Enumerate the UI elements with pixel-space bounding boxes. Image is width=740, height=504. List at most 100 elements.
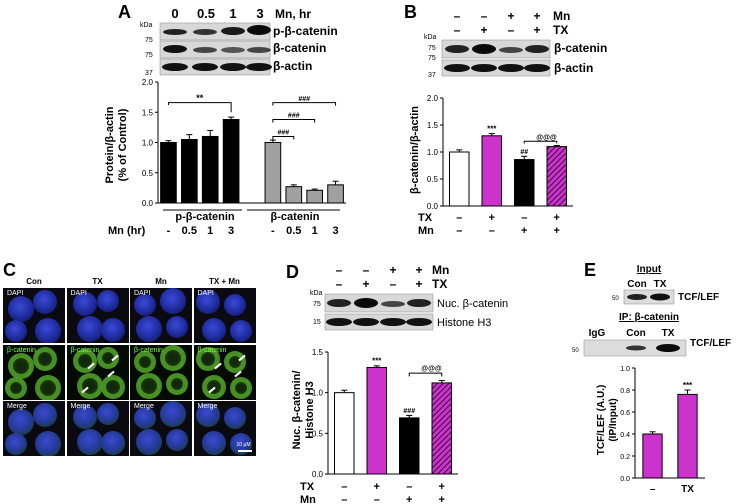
e-input-title: Input <box>637 264 662 275</box>
kda-a-1: 75 <box>145 37 153 44</box>
kda-a-2: 75 <box>145 52 153 59</box>
micrograph-channel-label: DAPI <box>197 290 214 297</box>
y-tick-label: 0.0 <box>142 199 154 208</box>
cell <box>96 403 119 425</box>
micrograph-channel-label: β-catenin <box>134 346 163 354</box>
micrograph-channel-label: Merge <box>197 403 218 410</box>
d-bottom-tx-sign: + <box>374 481 380 493</box>
bar <box>285 186 303 204</box>
micrograph: DAPI <box>193 288 256 343</box>
y-tick-label: 1.0 <box>312 389 324 398</box>
cell <box>134 407 156 429</box>
bar <box>514 159 535 207</box>
d-bottom-mn-sign: – <box>374 494 380 504</box>
group-label-a-1: p-β-catenin <box>175 211 235 223</box>
micrograph: DAPI <box>130 288 192 343</box>
bar <box>449 151 470 207</box>
e-x-label: TX <box>681 484 694 495</box>
cell <box>229 433 252 455</box>
y-tick-label: 0.5 <box>312 429 324 438</box>
sig-label: ### <box>403 408 415 415</box>
cell <box>136 372 162 399</box>
cell <box>100 431 125 455</box>
b-mn-sign: + <box>533 9 540 23</box>
micrograph: β-catenin <box>193 344 256 400</box>
cell <box>136 429 162 455</box>
cell <box>76 429 103 455</box>
y-tick-label: 1.0 <box>620 366 630 373</box>
panel-letter-b: B <box>404 2 417 22</box>
blot-label-d-2: Histone H3 <box>437 317 491 329</box>
time-3: 3 <box>256 6 263 21</box>
b-bottom-tx-sign: – <box>521 212 527 224</box>
panel-letter-a: A <box>118 2 131 22</box>
chart-e: 0.0 0.2 0.4 0.6 0.8 1.0 *** – TX <box>620 366 705 495</box>
d-bottom-mn-sign: + <box>406 494 412 504</box>
bar <box>399 417 420 475</box>
sig-label: ### <box>288 113 300 120</box>
bar <box>481 135 502 207</box>
bar <box>677 393 698 479</box>
cell <box>134 350 156 373</box>
e-x-label: – <box>650 484 656 495</box>
y-tick-label: 0.0 <box>620 476 630 483</box>
b-bottom-tx-label: TX <box>418 212 433 224</box>
micrograph-channel-label: Merge <box>70 403 91 410</box>
micrograph: β-catenin <box>130 344 192 400</box>
y-tick-label: 2.0 <box>142 78 154 87</box>
e-ip-lane-3: TX <box>662 328 675 339</box>
y-tick-label: 1.0 <box>427 148 439 157</box>
bar <box>160 142 177 204</box>
sig-bracket <box>523 140 558 144</box>
cell <box>76 316 103 342</box>
blot-label-d-1: Nuc. β-catenin <box>437 298 508 310</box>
time-0: 0 <box>171 6 178 21</box>
b-mn-sign: – <box>481 9 488 23</box>
sig-label: ** <box>196 93 204 103</box>
x-row-value: 3 <box>332 225 338 237</box>
scale-bar-label: 10 μM <box>236 442 251 448</box>
cell <box>33 403 57 427</box>
d-bottom-mn-label: Mn <box>300 494 316 504</box>
cell <box>100 374 125 399</box>
b-bottom-tx-sign: + <box>554 212 560 224</box>
e-input-lane-1: Con <box>627 279 646 290</box>
cell <box>166 316 188 338</box>
cell <box>160 344 186 371</box>
y-tick-label: 0.0 <box>312 470 324 479</box>
sig-label: *** <box>487 124 497 133</box>
cell <box>223 350 246 373</box>
panel-letter-e: E <box>584 260 596 280</box>
micrograph-channel-label: β-catenin <box>70 346 100 354</box>
bar <box>222 119 240 204</box>
cell <box>35 374 61 400</box>
d-mn-sign: + <box>415 263 422 277</box>
b-tx-sign: – <box>454 23 461 37</box>
b-tx-label: TX <box>553 23 568 37</box>
micrograph: β-catenin <box>3 344 65 400</box>
panel-letter-c: C <box>3 260 16 280</box>
cell <box>201 318 226 342</box>
kda-label-a: kDa <box>140 22 153 29</box>
sig-label: ## <box>520 149 528 156</box>
micrograph-channel-label: β-catenin <box>7 346 36 354</box>
c-column-headers: Con TX Mn TX + Mn <box>26 277 240 286</box>
d-mn-sign: + <box>389 263 396 277</box>
bar <box>642 433 663 479</box>
blot-e-ip <box>583 339 687 357</box>
panel-a-time-header: 0 0.5 1 3 Mn, hr <box>171 6 311 21</box>
d-tx-sign: – <box>336 277 343 291</box>
b-bottom-mn-sign: + <box>554 225 560 237</box>
chart-d-ylabel-2: Histone H3 <box>304 381 316 438</box>
e-kda-1: 50 <box>612 296 619 302</box>
sig-bracket <box>408 372 443 377</box>
kda-d-1: 75 <box>313 301 321 308</box>
e-kda-2: 50 <box>572 348 579 354</box>
bar <box>264 142 282 204</box>
blot-a-actin <box>159 58 272 76</box>
d-mn-label: Mn <box>432 263 449 277</box>
micrograph: DAPI <box>66 288 129 343</box>
sig-label: @@@ <box>421 366 442 373</box>
e-input-lane-2: TX <box>654 279 667 290</box>
b-bottom-mn-sign: + <box>521 225 527 237</box>
